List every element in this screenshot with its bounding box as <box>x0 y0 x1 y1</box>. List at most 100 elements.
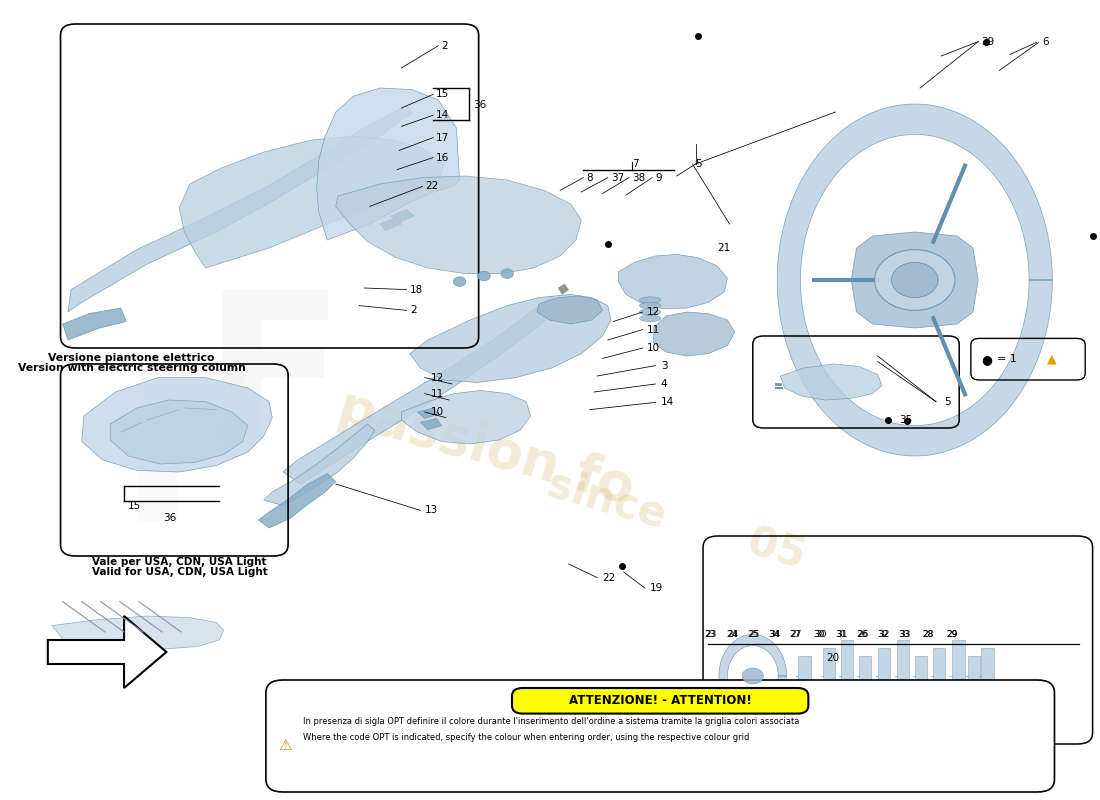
Text: = 1: = 1 <box>998 354 1018 364</box>
Polygon shape <box>179 136 443 268</box>
Text: 31: 31 <box>836 630 847 639</box>
Polygon shape <box>840 640 854 712</box>
Polygon shape <box>933 648 946 704</box>
Text: 11: 11 <box>647 325 660 334</box>
Polygon shape <box>402 390 530 444</box>
Polygon shape <box>618 254 727 309</box>
Text: 33: 33 <box>900 630 911 639</box>
Text: 26: 26 <box>857 630 869 639</box>
Text: Vale per USA, CDN, USA Light: Vale per USA, CDN, USA Light <box>92 557 267 566</box>
Ellipse shape <box>639 309 661 315</box>
Ellipse shape <box>639 315 661 322</box>
Polygon shape <box>417 408 439 418</box>
Text: 7: 7 <box>632 159 639 169</box>
Text: 6: 6 <box>1042 38 1048 47</box>
Polygon shape <box>851 232 978 328</box>
Text: 15: 15 <box>437 90 450 99</box>
Circle shape <box>477 271 491 281</box>
Text: 22: 22 <box>426 182 439 191</box>
Text: 2: 2 <box>410 306 417 315</box>
Polygon shape <box>981 648 994 704</box>
Text: 20: 20 <box>827 653 839 662</box>
Text: 14: 14 <box>437 110 450 120</box>
Polygon shape <box>336 176 581 274</box>
Text: 12: 12 <box>647 307 660 317</box>
Text: Versione piantone elettrico: Versione piantone elettrico <box>48 353 215 362</box>
Ellipse shape <box>639 297 661 303</box>
Text: 10: 10 <box>431 407 444 417</box>
Text: 10: 10 <box>647 343 660 353</box>
Text: 8: 8 <box>586 173 593 182</box>
Text: ⚠: ⚠ <box>278 738 292 753</box>
Polygon shape <box>968 656 980 696</box>
Text: 18: 18 <box>410 285 424 294</box>
Text: 23: 23 <box>705 630 716 639</box>
Ellipse shape <box>639 302 661 309</box>
Text: 24: 24 <box>726 630 737 639</box>
Text: 33: 33 <box>899 630 910 639</box>
Polygon shape <box>952 640 965 712</box>
Text: 26: 26 <box>856 630 868 639</box>
Text: In presenza di sigla OPT definire il colore durante l'inserimento dell'ordine a : In presenza di sigla OPT definire il col… <box>302 717 800 726</box>
Polygon shape <box>264 424 375 506</box>
Text: 2: 2 <box>441 41 448 50</box>
Polygon shape <box>390 210 414 222</box>
Text: 36: 36 <box>163 514 176 523</box>
Text: 27: 27 <box>791 630 802 639</box>
Text: 11: 11 <box>431 389 444 398</box>
Polygon shape <box>283 296 560 484</box>
Text: 12: 12 <box>431 373 444 382</box>
Circle shape <box>891 262 938 298</box>
Text: Where the code OPT is indicated, specify the colour when entering order, using t: Where the code OPT is indicated, specify… <box>302 733 749 742</box>
Text: 5: 5 <box>945 397 952 406</box>
Polygon shape <box>258 474 336 528</box>
Text: 17: 17 <box>437 133 450 142</box>
Text: 16: 16 <box>437 153 450 162</box>
Text: 32: 32 <box>878 630 889 639</box>
Polygon shape <box>381 218 402 230</box>
Polygon shape <box>653 312 735 356</box>
Text: 4: 4 <box>661 379 668 389</box>
Text: 39: 39 <box>981 37 994 46</box>
Text: 29: 29 <box>946 630 957 639</box>
Text: 25: 25 <box>747 630 759 639</box>
Text: 13: 13 <box>425 506 438 515</box>
Text: 5: 5 <box>695 159 702 169</box>
Polygon shape <box>780 364 882 400</box>
Polygon shape <box>537 296 603 324</box>
Text: 22: 22 <box>603 573 616 582</box>
Polygon shape <box>110 400 248 464</box>
Text: ●: ● <box>981 353 992 366</box>
Polygon shape <box>878 648 890 704</box>
Text: 37: 37 <box>610 173 624 182</box>
FancyBboxPatch shape <box>266 680 1055 792</box>
Text: F: F <box>204 283 345 485</box>
Text: 21: 21 <box>717 243 730 253</box>
Circle shape <box>453 277 466 286</box>
Polygon shape <box>63 308 126 340</box>
Polygon shape <box>719 634 786 718</box>
Polygon shape <box>558 284 569 294</box>
Text: 28: 28 <box>923 630 934 639</box>
Text: Valid for USA, CDN, USA Light: Valid for USA, CDN, USA Light <box>92 567 268 577</box>
Text: 28: 28 <box>923 630 934 639</box>
Text: 31: 31 <box>835 630 846 639</box>
Text: 3: 3 <box>661 361 668 370</box>
FancyBboxPatch shape <box>512 688 808 714</box>
Circle shape <box>500 269 514 278</box>
Polygon shape <box>52 616 223 650</box>
Text: 14: 14 <box>661 398 674 407</box>
Polygon shape <box>823 648 835 704</box>
Text: 25: 25 <box>748 630 759 639</box>
Text: 15: 15 <box>129 502 142 511</box>
Polygon shape <box>420 418 441 430</box>
Polygon shape <box>915 656 927 696</box>
Text: 24: 24 <box>727 630 738 639</box>
Polygon shape <box>799 656 811 696</box>
Circle shape <box>742 668 763 684</box>
Text: 23: 23 <box>706 630 717 639</box>
Text: 29: 29 <box>946 630 957 639</box>
Text: 27: 27 <box>790 630 801 639</box>
Text: Version with electric steering column: Version with electric steering column <box>18 363 245 373</box>
Polygon shape <box>896 640 910 712</box>
